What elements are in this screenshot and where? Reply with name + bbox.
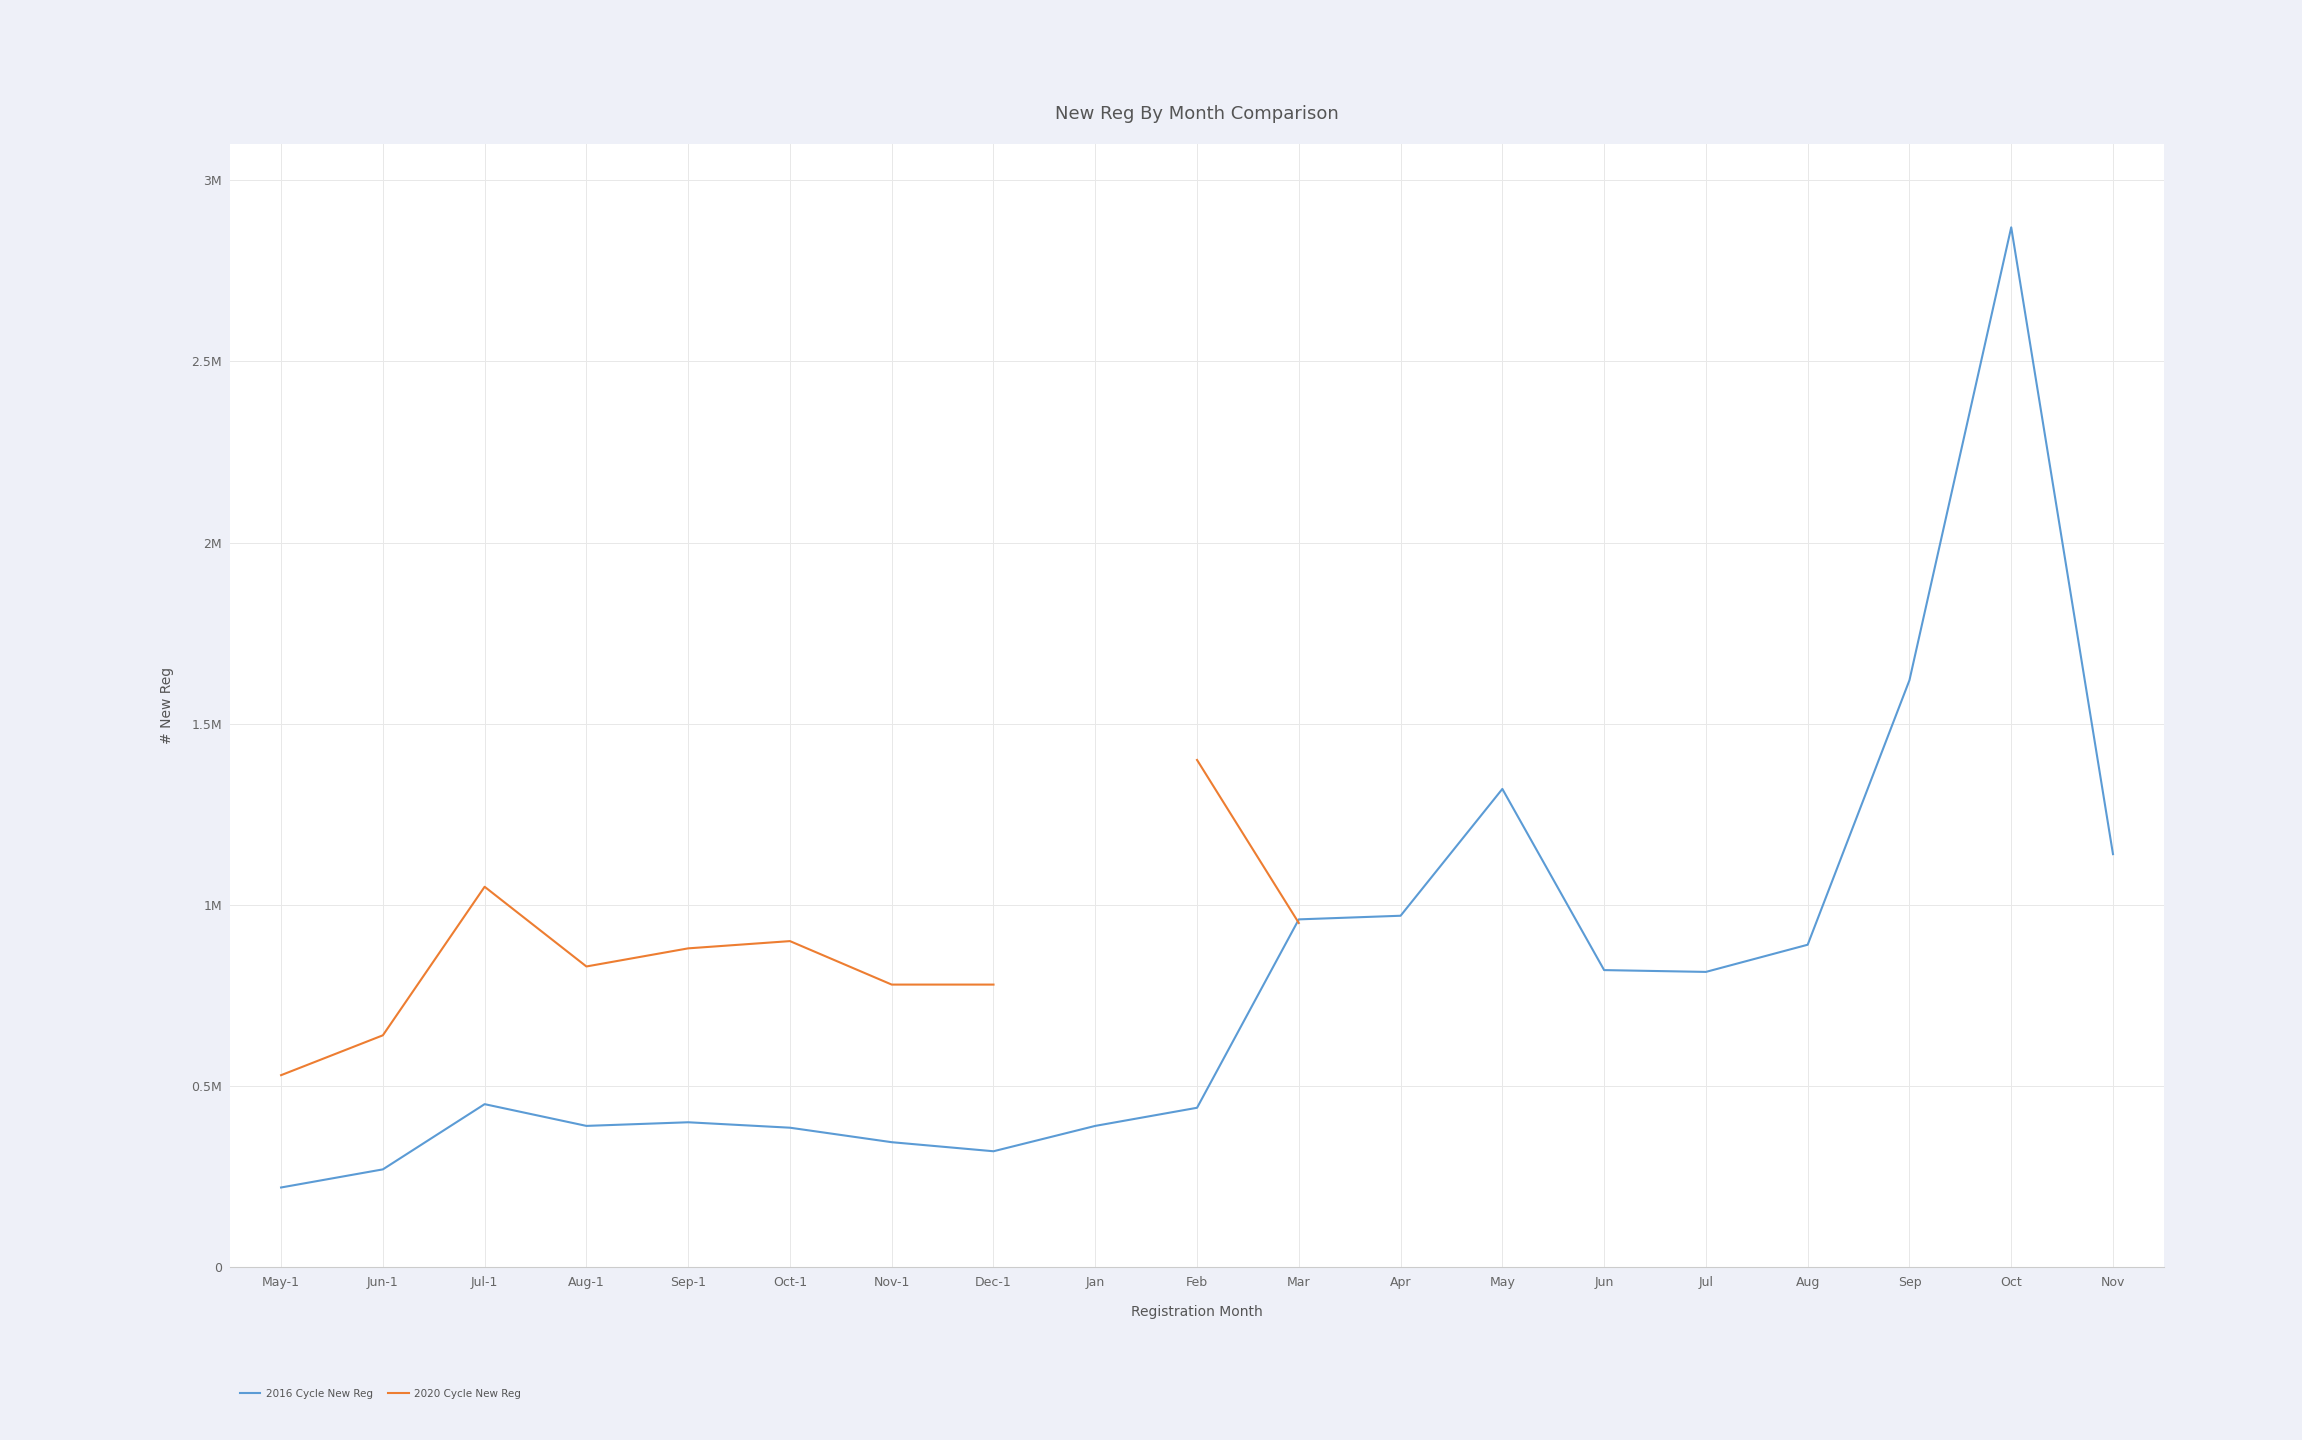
2016 Cycle New Reg xyxy=(981,1142,1008,1159)
2020 Cycle New Reg xyxy=(472,878,500,896)
2016 Cycle New Reg xyxy=(1692,963,1720,981)
Line: 2020 Cycle New Reg: 2020 Cycle New Reg xyxy=(281,887,994,1076)
2016 Cycle New Reg xyxy=(1489,780,1517,798)
2016 Cycle New Reg xyxy=(1082,1117,1110,1135)
2020 Cycle New Reg xyxy=(573,958,601,975)
2020 Cycle New Reg xyxy=(776,933,803,950)
2020 Cycle New Reg xyxy=(267,1067,295,1084)
2016 Cycle New Reg xyxy=(1183,1099,1211,1116)
Title: New Reg By Month Comparison: New Reg By Month Comparison xyxy=(1054,105,1340,122)
Line: 2016 Cycle New Reg: 2016 Cycle New Reg xyxy=(281,228,2113,1188)
2016 Cycle New Reg xyxy=(776,1119,803,1136)
2016 Cycle New Reg xyxy=(1895,671,1922,688)
2016 Cycle New Reg xyxy=(2099,845,2127,863)
X-axis label: Registration Month: Registration Month xyxy=(1130,1305,1264,1319)
2016 Cycle New Reg xyxy=(368,1161,396,1178)
2020 Cycle New Reg xyxy=(674,940,702,958)
2020 Cycle New Reg xyxy=(981,976,1008,994)
2020 Cycle New Reg xyxy=(877,976,905,994)
2016 Cycle New Reg xyxy=(1793,936,1821,953)
2016 Cycle New Reg xyxy=(573,1117,601,1135)
2016 Cycle New Reg xyxy=(267,1179,295,1197)
2016 Cycle New Reg xyxy=(1386,907,1413,924)
2016 Cycle New Reg xyxy=(1285,910,1312,927)
Legend: 2016 Cycle New Reg, 2020 Cycle New Reg: 2016 Cycle New Reg, 2020 Cycle New Reg xyxy=(235,1385,525,1403)
2016 Cycle New Reg xyxy=(877,1133,905,1151)
2016 Cycle New Reg xyxy=(472,1096,500,1113)
2016 Cycle New Reg xyxy=(674,1113,702,1130)
2020 Cycle New Reg xyxy=(368,1027,396,1044)
2016 Cycle New Reg xyxy=(1591,962,1618,979)
2016 Cycle New Reg xyxy=(1998,219,2026,236)
Y-axis label: # New Reg: # New Reg xyxy=(161,667,175,744)
